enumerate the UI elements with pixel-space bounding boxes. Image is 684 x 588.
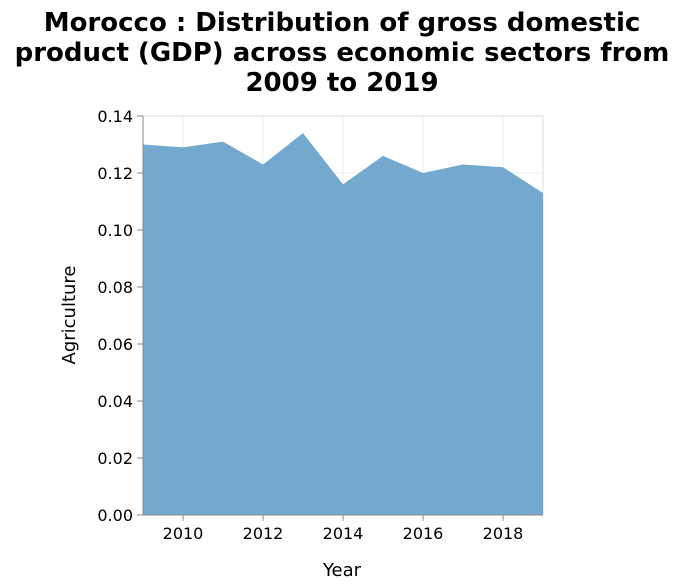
x-tick-label: 2018	[483, 524, 524, 543]
y-tick-label: 0.14	[97, 107, 133, 126]
chart-title-line-3: 2009 to 2019	[245, 68, 439, 98]
x-tick-label: 2016	[403, 524, 444, 543]
y-tick-label: 0.04	[97, 392, 133, 411]
area-series	[143, 133, 543, 515]
y-tick-label: 0.10	[97, 221, 133, 240]
y-tick-label: 0.06	[97, 335, 133, 354]
y-tick-label: 0.12	[97, 164, 133, 183]
chart-title-line-2: product (GDP) across economic sectors fr…	[14, 38, 670, 68]
y-tick-label: 0.08	[97, 278, 133, 297]
x-tick-label: 2014	[323, 524, 364, 543]
x-tick-label: 2012	[243, 524, 284, 543]
axes: 2010 2012 2014 2016 2018 0.00 0.02 0.04 0.06 0.08…	[97, 107, 543, 543]
x-axis-label: Year	[322, 560, 362, 581]
chart-title-line-1: Morocco : Distribution of gross domestic	[43, 8, 641, 38]
y-tick-label: 0.02	[97, 449, 133, 468]
y-axis-label: Agriculture	[59, 266, 80, 365]
y-tick-label: 0.00	[97, 506, 133, 525]
x-tick-label: 2010	[163, 524, 204, 543]
area-fill	[143, 133, 543, 515]
